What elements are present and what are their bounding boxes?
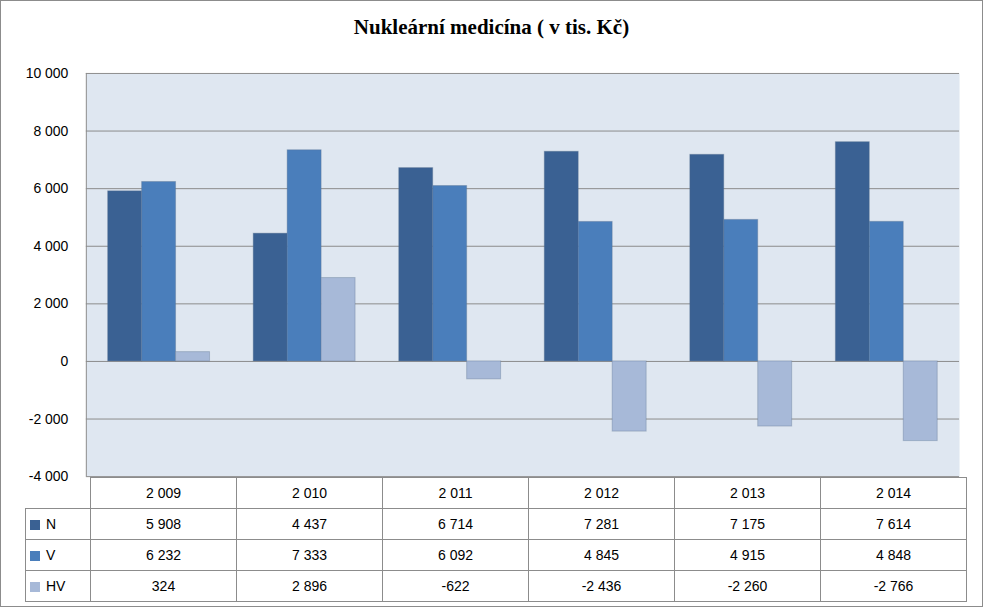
svg-text:2 000: 2 000 <box>33 295 68 311</box>
html-text:4 915: 4 915 <box>730 547 765 563</box>
html-text:4 848: 4 848 <box>876 547 911 563</box>
svg-text:6 000: 6 000 <box>33 180 68 196</box>
svg-text:0: 0 <box>61 353 69 369</box>
html-text:-2 260: -2 260 <box>727 578 768 594</box>
html-text:N: N <box>46 516 57 532</box>
html-text:7 614: 7 614 <box>876 516 911 532</box>
svg-text:8 000: 8 000 <box>33 123 68 139</box>
svg-text:10 000: 10 000 <box>26 65 69 81</box>
svg-text:-2 000: -2 000 <box>29 411 69 427</box>
html-text:-2 436: -2 436 <box>581 578 622 594</box>
html-text:7 281: 7 281 <box>584 516 619 532</box>
html-text:7 333: 7 333 <box>292 547 327 563</box>
html-text:4 437: 4 437 <box>292 516 327 532</box>
html-text:V: V <box>46 547 56 563</box>
html-text:324: 324 <box>151 578 176 594</box>
html-text:2 013: 2 013 <box>730 485 765 501</box>
html-text:4 845: 4 845 <box>584 547 619 563</box>
svg-text:-4 000: -4 000 <box>29 468 69 484</box>
html-text:7 175: 7 175 <box>730 516 765 532</box>
svg-text:4 000: 4 000 <box>33 238 68 254</box>
html-text:6 232: 6 232 <box>146 547 181 563</box>
html-text:2 014: 2 014 <box>876 485 911 501</box>
html-text:2 011: 2 011 <box>438 485 473 501</box>
html-text:Nukleární medicína ( v tis. Kč: Nukleární medicína ( v tis. Kč) <box>353 15 630 39</box>
html-text:2 896: 2 896 <box>292 578 327 594</box>
html-text:5 908: 5 908 <box>146 516 181 532</box>
html-text:HV: HV <box>46 578 66 594</box>
html-text:-2 766: -2 766 <box>873 578 914 594</box>
html-text:-622: -622 <box>441 578 470 594</box>
html-text:2 010: 2 010 <box>292 485 327 501</box>
html-text:2 009: 2 009 <box>146 485 181 501</box>
html-text:6 092: 6 092 <box>438 547 473 563</box>
html-text:6 714: 6 714 <box>438 516 473 532</box>
html-text:2 012: 2 012 <box>584 485 619 501</box>
